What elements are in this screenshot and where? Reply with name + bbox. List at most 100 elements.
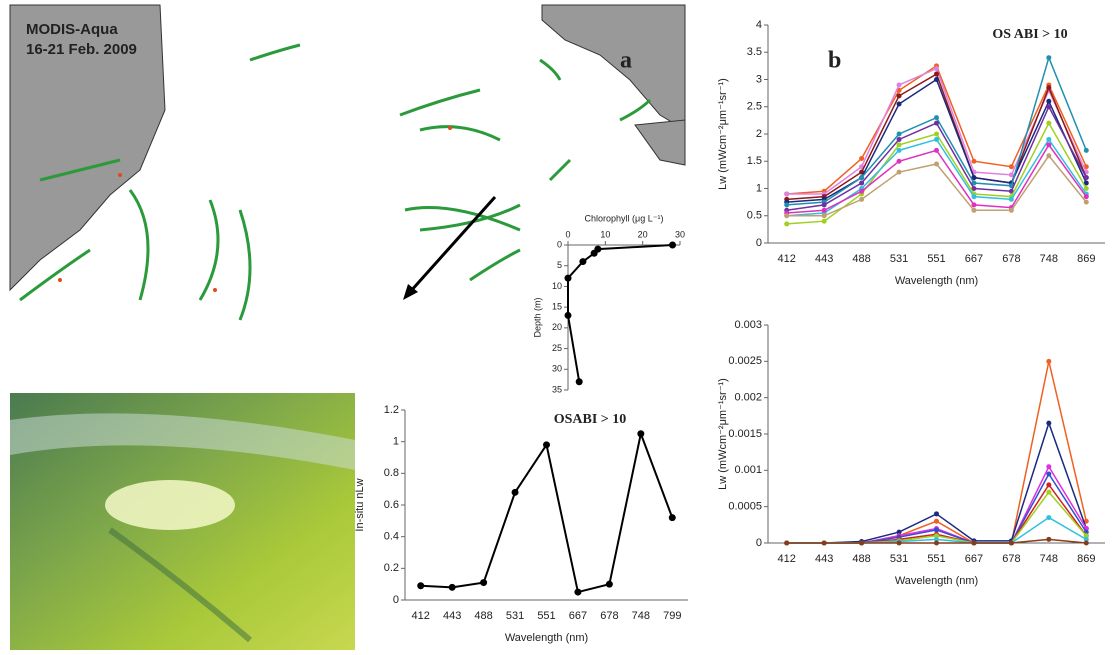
data-point: [859, 188, 865, 194]
y-tick-label: 0.003: [734, 319, 762, 331]
data-point: [575, 378, 583, 386]
data-point: [821, 540, 827, 546]
x-tick-label: 667: [965, 553, 983, 565]
x-tick-label: 488: [852, 253, 870, 265]
x-tick-label: 748: [632, 610, 650, 622]
data-point: [637, 430, 645, 438]
data-point: [1046, 136, 1052, 142]
data-point: [1083, 518, 1089, 524]
annotation: OSABI > 10: [554, 412, 627, 427]
data-point: [1046, 55, 1052, 61]
data-point: [784, 191, 790, 197]
data-point: [896, 101, 902, 107]
data-point: [934, 511, 939, 517]
data-point: [1008, 196, 1014, 202]
y-tick-label: 30: [552, 364, 562, 374]
y-tick-label: 0.001: [734, 464, 762, 476]
data-point: [971, 158, 977, 164]
data-point: [1008, 172, 1014, 178]
data-point: [1046, 85, 1052, 91]
map-label: MODIS-Aqua: [26, 21, 118, 38]
y-tick-label: 0.0015: [728, 428, 762, 440]
data-point: [821, 218, 827, 224]
data-point: [1008, 207, 1014, 213]
data-point: [859, 180, 865, 186]
data-point: [564, 274, 572, 282]
x-tick-label: 531: [890, 553, 908, 565]
y-tick-label: 25: [552, 343, 562, 353]
data-point: [1046, 482, 1052, 488]
x-tick-label: 667: [965, 253, 983, 265]
data-point: [934, 161, 939, 167]
data-point: [1083, 194, 1089, 200]
data-point: [896, 142, 902, 148]
data-point: [1083, 175, 1089, 181]
x-tick-label: 551: [537, 610, 555, 622]
y-tick-label: 35: [552, 384, 562, 394]
data-point: [784, 540, 790, 546]
x-tick-label: 20: [638, 229, 648, 239]
data-point: [934, 536, 939, 542]
data-point: [1046, 104, 1052, 110]
data-point: [1046, 153, 1052, 159]
data-point: [896, 82, 902, 88]
data-point: [1008, 188, 1014, 194]
x-tick-label: 799: [663, 610, 681, 622]
x-tick-label: 678: [1002, 553, 1020, 565]
data-point: [1046, 98, 1052, 104]
data-point: [971, 186, 977, 191]
y-tick-label: 0.002: [734, 392, 762, 404]
data-point: [896, 540, 902, 546]
data-point: [564, 311, 572, 319]
x-tick-label: 531: [890, 253, 908, 265]
map-date: 16-21 Feb. 2009: [26, 41, 137, 58]
data-point: [971, 202, 977, 208]
data-point: [896, 529, 902, 535]
data-point: [971, 194, 977, 200]
y-tick-label: 3: [756, 73, 762, 85]
map: MODIS-Aqua 16-21 Feb. 2009 a: [9, 4, 686, 321]
photo: [10, 393, 355, 650]
data-point: [668, 514, 676, 522]
data-point: [1083, 180, 1089, 186]
data-point: [934, 518, 939, 524]
data-point: [1046, 358, 1052, 364]
data-point: [934, 147, 939, 153]
data-point: [1046, 420, 1052, 426]
x-tick-label: 551: [927, 553, 945, 565]
data-point: [859, 175, 865, 181]
panel-label: a: [620, 48, 632, 74]
data-point: [480, 579, 488, 587]
annotation: OS ABI > 10: [992, 27, 1067, 42]
data-point: [784, 202, 790, 208]
x-tick-label: 412: [778, 553, 796, 565]
y-tick-label: 0.0025: [728, 355, 762, 367]
data-point: [859, 169, 865, 175]
y-tick-label: 0.8: [384, 467, 399, 479]
y-tick-label: 20: [552, 322, 562, 332]
data-point: [574, 588, 582, 596]
data-line: [567, 244, 673, 382]
data-point: [971, 175, 977, 181]
data-point: [1083, 147, 1089, 153]
data-line: [420, 430, 674, 594]
data-point: [1046, 536, 1052, 542]
y-tick-label: 3.5: [747, 46, 762, 58]
y-axis-label: In-situ nLw: [354, 478, 366, 531]
data-point: [859, 540, 865, 546]
y-tick-label: 2: [756, 128, 762, 140]
data-point: [1008, 164, 1014, 170]
data-point: [1046, 120, 1052, 126]
y-tick-label: 0.2: [384, 562, 399, 574]
x-tick-label: 488: [852, 553, 870, 565]
data-point: [1046, 471, 1052, 477]
x-axis-label: Wavelength (nm): [895, 275, 978, 287]
panel-label: b: [828, 48, 841, 74]
y-tick-label: 15: [552, 302, 562, 312]
data-point: [934, 131, 939, 137]
data-point: [971, 180, 977, 186]
x-tick-label: 412: [778, 253, 796, 265]
y-tick-label: 0.4: [384, 531, 399, 543]
x-axis-label: Wavelength (nm): [895, 575, 978, 587]
